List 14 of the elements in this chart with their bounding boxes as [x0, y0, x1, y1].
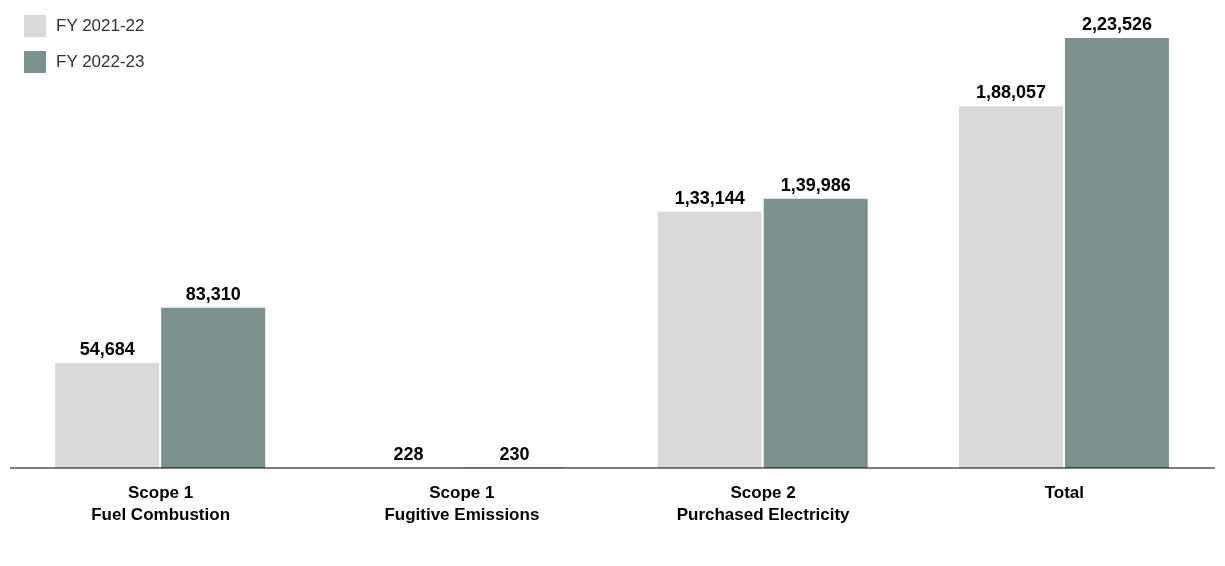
data-label: 54,684	[79, 338, 135, 359]
x-tick-label: Scope 1 Fugitive Emissions	[384, 483, 540, 524]
x-tick-label: Scope 2 Purchased Electricity	[676, 483, 851, 524]
data-label: 2,23,526	[1081, 14, 1152, 34]
data-label: 83,310	[185, 283, 241, 304]
legend-label: FY 2021-22	[56, 16, 145, 36]
data-label: 228	[393, 443, 424, 464]
x-tick-label: Total	[1044, 483, 1085, 502]
data-label: 1,33,144	[674, 187, 745, 208]
legend-label: FY 2022-23	[56, 52, 145, 72]
data-label: 1,88,057	[975, 82, 1046, 103]
data-label: 230	[499, 443, 530, 464]
data-label: 1,39,986	[780, 174, 851, 195]
x-tick-label: Scope 1 Fuel Combustion	[91, 483, 231, 524]
